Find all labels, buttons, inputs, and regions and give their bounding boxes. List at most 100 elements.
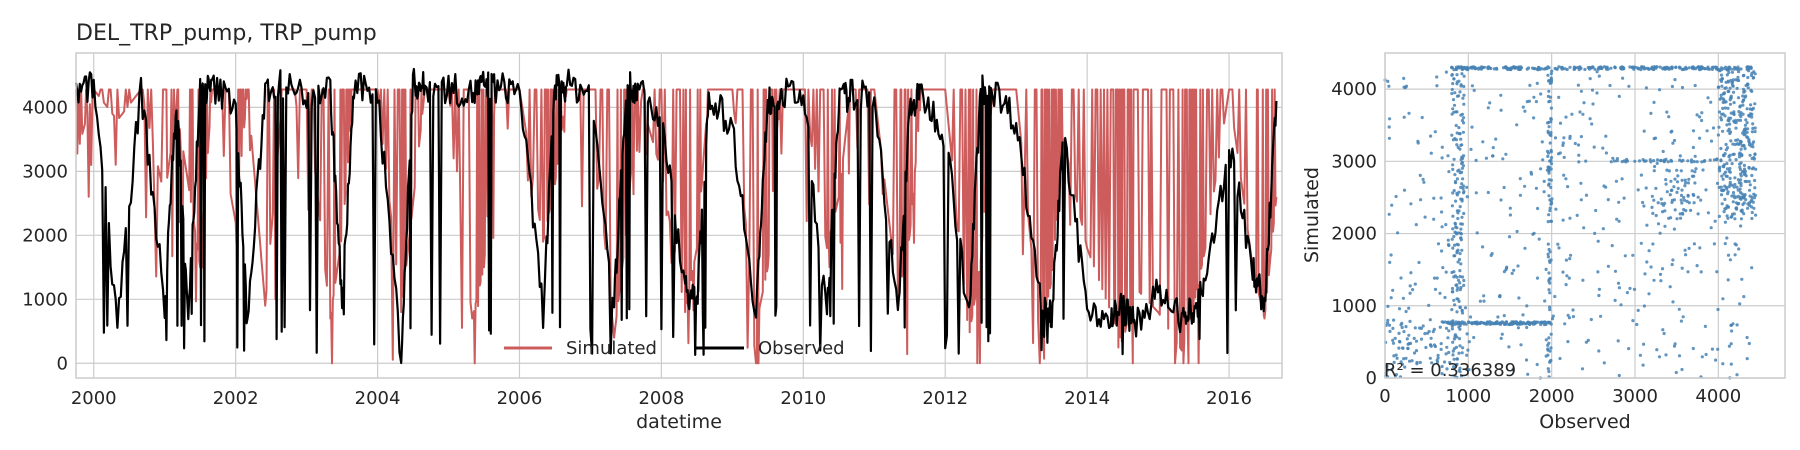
scatter-point	[1711, 126, 1716, 130]
scatter-point	[1418, 360, 1422, 365]
scatter-point	[1543, 299, 1547, 303]
scatter-y-tick-label: 2000	[1331, 224, 1377, 245]
scatter-point	[1461, 184, 1465, 188]
scatter-point	[1718, 69, 1722, 73]
scatter-point	[1451, 246, 1455, 250]
scatter-point	[1715, 270, 1719, 274]
scatter-point	[1653, 164, 1657, 169]
scatter-point	[1558, 356, 1562, 361]
scatter-point	[1723, 242, 1727, 246]
scatter-point	[1672, 344, 1677, 348]
scatter-point	[1744, 118, 1748, 122]
scatter-point	[1655, 348, 1659, 352]
scatter-point	[1700, 118, 1704, 123]
scatter-point	[1751, 126, 1755, 130]
scatter-point	[1680, 266, 1684, 270]
scatter-point	[1548, 141, 1552, 145]
scatter-y-tick-label: 0	[1366, 368, 1377, 389]
scatter-point	[1548, 281, 1552, 285]
scatter-point	[1728, 166, 1732, 171]
scatter-point	[1737, 152, 1741, 156]
scatter-point	[1726, 278, 1730, 282]
scatter-point	[1429, 134, 1433, 138]
scatter-point	[1535, 276, 1540, 280]
scatter-point	[1734, 206, 1739, 210]
scatter-point	[1632, 66, 1636, 70]
scatter-point	[1557, 65, 1561, 69]
scatter-point	[1615, 157, 1619, 161]
scatter-x-tick-label: 3000	[1612, 386, 1658, 407]
scatter-point	[1631, 253, 1635, 257]
scatter-point	[1419, 326, 1423, 330]
scatter-point	[1642, 204, 1646, 208]
scatter-point	[1455, 232, 1459, 236]
scatter-point	[1550, 197, 1554, 201]
scatter-point	[1563, 322, 1567, 326]
scatter-point	[1721, 129, 1725, 133]
scatter-point	[1743, 123, 1747, 127]
scatter-point	[1502, 185, 1506, 190]
scatter-point	[1708, 158, 1712, 162]
scatter-point	[1458, 281, 1462, 285]
scatter-point	[1734, 126, 1738, 130]
scatter-point	[1392, 360, 1396, 364]
scatter-point	[1652, 65, 1656, 69]
scatter-point	[1561, 141, 1565, 145]
scatter-point	[1482, 321, 1486, 325]
scatter-point	[1677, 354, 1682, 358]
scatter-point	[1694, 167, 1698, 171]
scatter-point	[1459, 197, 1463, 201]
scatter-point	[1735, 67, 1739, 71]
scatter-point	[1565, 274, 1569, 278]
scatter-point	[1414, 349, 1419, 353]
x-tick-label: 2010	[780, 388, 826, 409]
scatter-point	[1652, 100, 1656, 104]
scatter-point	[1470, 84, 1474, 88]
scatter-point	[1412, 336, 1416, 340]
scatter-point	[1459, 285, 1463, 290]
scatter-point	[1742, 163, 1746, 167]
scatter-point	[1415, 362, 1419, 366]
scatter-point	[1459, 262, 1463, 266]
scatter-point	[1482, 65, 1486, 69]
scatter-point	[1386, 304, 1390, 308]
scatter-point	[1742, 133, 1746, 137]
scatter-point	[1683, 178, 1687, 182]
scatter-point	[1737, 110, 1741, 114]
scatter-point	[1696, 195, 1700, 199]
scatter-point	[1686, 159, 1690, 163]
scatter-point	[1729, 96, 1733, 100]
scatter-point	[1693, 170, 1697, 174]
scatter-point	[1670, 65, 1674, 69]
scatter-point	[1548, 349, 1552, 353]
scatter-point	[1747, 138, 1751, 142]
scatter-point	[1499, 93, 1503, 97]
scatter-point	[1736, 75, 1740, 79]
scatter-point	[1531, 66, 1535, 70]
scatter-point	[1399, 360, 1403, 364]
scatter-point	[1568, 65, 1572, 69]
scatter-point	[1455, 362, 1459, 366]
x-tick-label: 2006	[497, 388, 543, 409]
scatter-point	[1649, 265, 1653, 269]
scatter-point	[1466, 348, 1470, 352]
scatter-point	[1745, 357, 1749, 361]
scatter-point	[1549, 332, 1553, 336]
x-tick-label: 2016	[1206, 388, 1252, 409]
scatter-point	[1744, 198, 1748, 202]
scatter-point	[1727, 71, 1731, 75]
scatter-point	[1389, 296, 1393, 300]
scatter-point	[1461, 121, 1466, 125]
scatter-point	[1701, 168, 1705, 172]
scatter-point	[1609, 66, 1613, 70]
scatter-point	[1673, 208, 1677, 212]
scatter-point	[1699, 270, 1703, 274]
scatter-point	[1722, 91, 1726, 95]
scatter-point	[1460, 143, 1464, 147]
scatter-point	[1686, 193, 1690, 197]
scatter-point	[1453, 254, 1457, 258]
scatter-point	[1627, 84, 1631, 88]
scatter-point	[1650, 194, 1654, 198]
scatter-point	[1451, 82, 1455, 86]
scatter-point	[1742, 295, 1746, 299]
